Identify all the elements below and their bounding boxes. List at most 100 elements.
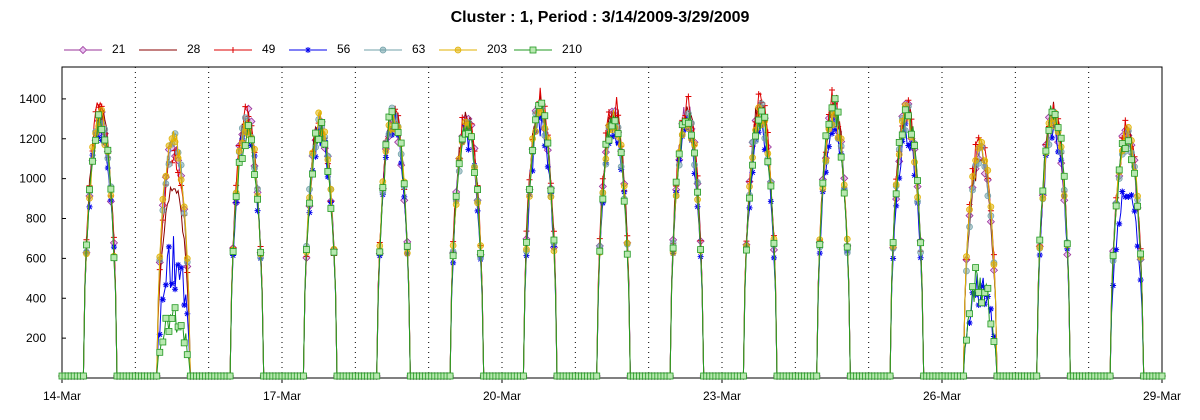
data-point: [156, 331, 163, 338]
data-point: [746, 194, 753, 202]
data-point: [1122, 117, 1129, 124]
data-point: [474, 207, 481, 214]
data-point: [541, 124, 549, 132]
data-point: [162, 314, 170, 322]
data-point: [672, 178, 680, 186]
data-point: [914, 193, 921, 201]
data-point: [752, 132, 760, 140]
data-point: [78, 45, 88, 55]
data-point: [691, 170, 698, 177]
data-point: [235, 147, 243, 155]
data-point: [697, 246, 705, 253]
data-point: [165, 142, 173, 150]
data-point: [834, 108, 842, 116]
data-point: [477, 249, 485, 257]
data-point: [691, 141, 698, 148]
data-point: [1137, 250, 1145, 258]
data-point: [840, 189, 848, 197]
data-point: [159, 207, 167, 214]
data-point: [1158, 372, 1166, 380]
data-point: [761, 113, 769, 121]
data-point: [892, 181, 900, 188]
data-point: [825, 143, 832, 150]
data-point: [306, 209, 313, 216]
data-point: [617, 163, 625, 171]
data-point: [398, 160, 405, 167]
data-point: [107, 185, 115, 193]
data-point: [694, 188, 701, 196]
data-point: [739, 372, 747, 380]
data-point: [544, 163, 551, 170]
data-point: [86, 186, 93, 194]
data-point: [892, 190, 900, 198]
data-point: [523, 238, 530, 246]
data-point: [893, 202, 900, 209]
legend-label: 49: [262, 42, 276, 56]
data-point: [822, 132, 830, 140]
data-point: [959, 372, 967, 380]
data-point: [309, 170, 316, 178]
data-point: [180, 203, 188, 211]
data-point: [312, 129, 320, 137]
data-point: [454, 46, 462, 54]
data-point: [966, 223, 973, 231]
data-point: [446, 372, 454, 380]
data-point: [318, 119, 326, 126]
data-point: [969, 173, 976, 180]
data-point: [159, 217, 166, 224]
data-point: [1128, 192, 1135, 199]
data-point: [972, 141, 979, 148]
legend-swatch: [364, 46, 402, 54]
data-point: [183, 351, 191, 359]
data-point: [1054, 124, 1062, 132]
legend-swatch: [439, 46, 477, 54]
legend-label: 210: [562, 42, 583, 56]
data-point: [605, 108, 612, 115]
data-point: [828, 104, 836, 112]
data-point: [1119, 188, 1126, 195]
y-tick-label: 600: [26, 251, 46, 265]
data-point: [327, 205, 335, 212]
data-point: [963, 336, 970, 344]
data-point: [843, 243, 851, 251]
data-point: [156, 348, 164, 356]
data-point: [978, 283, 985, 290]
data-point: [251, 171, 258, 178]
data-point: [529, 147, 536, 154]
data-point: [1134, 202, 1141, 210]
legend-label: 63: [412, 42, 426, 56]
data-point: [392, 112, 399, 119]
data-point: [330, 248, 338, 256]
data-point: [761, 146, 768, 153]
data-point: [83, 241, 90, 249]
data-point: [829, 130, 835, 137]
legend-swatch: [289, 47, 327, 53]
data-point: [306, 185, 313, 193]
data-point: [599, 175, 606, 182]
data-point: [241, 114, 249, 122]
data-point: [101, 136, 109, 144]
data-point: [315, 126, 322, 133]
data-point: [975, 289, 983, 296]
data-point: [816, 241, 824, 248]
data-point: [159, 338, 167, 346]
data-point: [825, 120, 833, 128]
data-point: [321, 140, 329, 148]
data-point: [171, 138, 179, 146]
y-tick-label: 200: [26, 331, 46, 345]
data-point: [1131, 169, 1138, 177]
data-point: [617, 149, 625, 157]
data-point: [675, 161, 683, 169]
data-point: [746, 204, 753, 211]
data-point: [79, 372, 87, 380]
data-point: [104, 146, 112, 154]
data-point: [896, 175, 903, 182]
data-point: [972, 264, 980, 272]
data-point: [755, 91, 762, 98]
data-point: [963, 253, 970, 260]
data-point: [452, 192, 460, 200]
series-210: [58, 95, 1166, 380]
data-point: [911, 172, 918, 179]
data-point: [86, 203, 93, 210]
data-point: [675, 150, 683, 158]
